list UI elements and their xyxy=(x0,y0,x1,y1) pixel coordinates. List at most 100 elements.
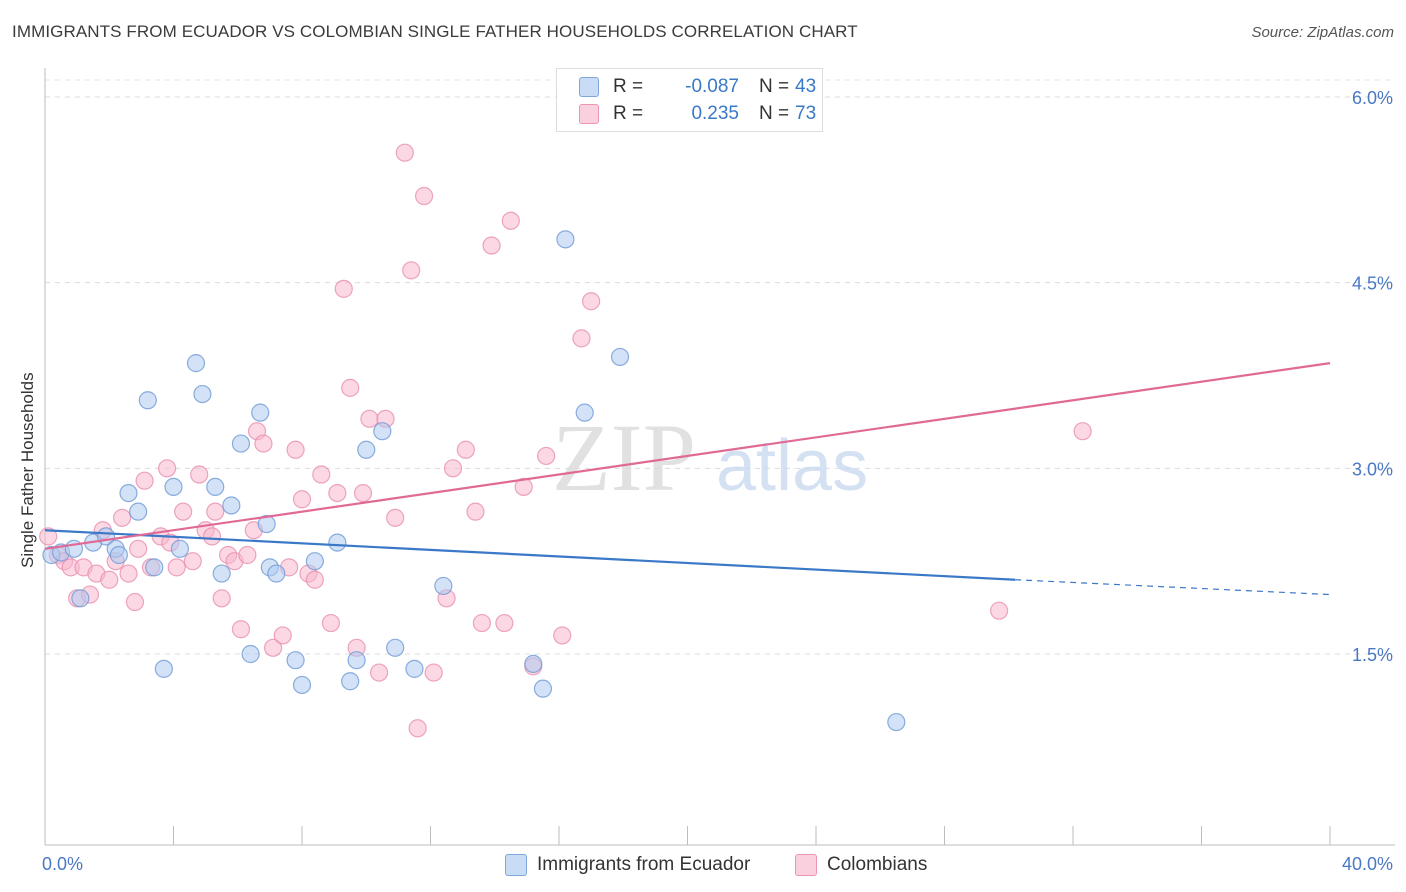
watermark-atlas: atlas xyxy=(716,426,868,506)
colombians-point xyxy=(39,527,58,546)
ecuador-point xyxy=(386,638,405,657)
colombians-point xyxy=(292,490,312,509)
ecuador-point xyxy=(533,679,553,698)
legend-swatch-ecuador xyxy=(579,77,599,97)
colombians-point xyxy=(414,186,434,206)
ecuador-point xyxy=(257,514,276,534)
colombians-point xyxy=(402,261,421,280)
legend-n-label: N = xyxy=(759,76,790,97)
source-label: Source: ZipAtlas.com xyxy=(1251,24,1394,41)
colombians-point xyxy=(167,558,186,577)
correlation-legend: R = -0.087 N = 43 R = 0.235 N = 73 xyxy=(556,68,823,132)
colombians-point xyxy=(183,552,202,571)
ecuador-point xyxy=(186,354,206,373)
ecuador-point xyxy=(109,545,128,565)
colombians-point xyxy=(212,589,231,608)
ecuador-point xyxy=(164,477,183,496)
colombians-point xyxy=(135,471,154,490)
colombians-point xyxy=(286,440,305,459)
ecuador-point xyxy=(305,552,324,571)
x-tick-label: 0.0% xyxy=(42,854,83,874)
colombians-point xyxy=(353,483,373,503)
colombians-point xyxy=(370,663,389,682)
colombians-point xyxy=(408,719,427,738)
ecuador-point xyxy=(222,496,241,515)
colombians-point xyxy=(312,465,331,484)
ecuador-point xyxy=(129,502,148,521)
ecuador-point xyxy=(434,576,453,596)
ecuador-point xyxy=(212,564,231,583)
x-tick-label: 40.0% xyxy=(1342,854,1393,874)
trend-lines xyxy=(44,362,1331,596)
colombians-point xyxy=(537,446,556,466)
ecuador-point xyxy=(71,589,90,608)
ecuador-point xyxy=(292,675,312,695)
bottom-legend-label-ecuador: Immigrants from Ecuador xyxy=(537,854,751,875)
legend-r-label: R = xyxy=(613,103,644,124)
colombians-point xyxy=(501,211,520,230)
colombians-point xyxy=(190,465,209,484)
ecuador-point xyxy=(154,659,173,678)
ecuador-point xyxy=(405,659,424,678)
colombians-point xyxy=(321,613,341,633)
ecuador-point xyxy=(138,391,157,410)
colombians-point xyxy=(341,378,360,397)
colombians-point xyxy=(582,292,601,311)
colombians-point xyxy=(424,663,443,682)
colombians-point xyxy=(157,459,177,478)
colombians-point xyxy=(263,638,283,657)
colombians-point xyxy=(129,539,148,558)
ecuador-point xyxy=(193,384,212,404)
y-axis-label: Single Father Households xyxy=(18,372,37,568)
colombians-point xyxy=(443,459,463,478)
colombians-point xyxy=(334,279,353,298)
colombians-point xyxy=(254,434,273,453)
axes xyxy=(44,68,1395,846)
bottom-legend-swatch-ecuador xyxy=(505,854,527,876)
ecuador-point xyxy=(328,533,347,552)
ecuador-point xyxy=(286,651,305,670)
ecuador-point xyxy=(241,644,260,664)
colombians-point xyxy=(206,502,225,521)
colombians-point xyxy=(328,483,347,503)
y-tick-label: 3.0% xyxy=(1352,459,1393,479)
legend-r-value: -0.087 xyxy=(685,76,739,97)
y-tick-label: 1.5% xyxy=(1352,645,1393,665)
legend-swatch-colombians xyxy=(579,104,599,124)
ecuador-point xyxy=(887,712,906,732)
ecuador-point xyxy=(556,230,575,249)
ecuador-point xyxy=(347,651,366,670)
colombians-point xyxy=(231,620,251,639)
colombians-point xyxy=(360,409,379,428)
colombians-trend-line xyxy=(44,362,1331,550)
ecuador-point xyxy=(575,403,594,422)
y-tick-label: 6.0% xyxy=(1352,88,1393,108)
colombians-point xyxy=(238,545,257,565)
colombians-point xyxy=(202,527,222,546)
ecuador-point xyxy=(170,539,190,558)
chart-title: IMMIGRANTS FROM ECUADOR VS COLOMBIAN SIN… xyxy=(12,22,858,41)
watermark: ZIP atlas xyxy=(552,404,868,511)
colombians-point xyxy=(466,502,485,521)
grid-lines xyxy=(45,79,1395,655)
ecuador-trend-line xyxy=(44,529,1016,581)
colombians-point xyxy=(553,626,572,645)
colombians-point xyxy=(112,508,132,527)
ecuador-point xyxy=(610,347,630,367)
colombians-point xyxy=(990,601,1009,620)
legend-n-value: 43 xyxy=(795,76,817,97)
ecuador-point xyxy=(119,483,138,503)
ecuador-point xyxy=(231,434,251,453)
ecuador-point xyxy=(206,477,225,496)
ecuador-point xyxy=(145,558,164,577)
ecuador-point xyxy=(373,422,392,441)
colombians-point xyxy=(514,477,533,496)
y-tick-label: 4.5% xyxy=(1352,274,1393,294)
colombians-point xyxy=(125,592,145,612)
colombians-point xyxy=(119,564,138,583)
colombians-point xyxy=(273,626,292,645)
legend-n-value: 73 xyxy=(795,103,817,124)
ecuador-trend-extension xyxy=(1015,579,1331,596)
colombians-point xyxy=(456,440,475,459)
colombians-point xyxy=(495,613,514,633)
